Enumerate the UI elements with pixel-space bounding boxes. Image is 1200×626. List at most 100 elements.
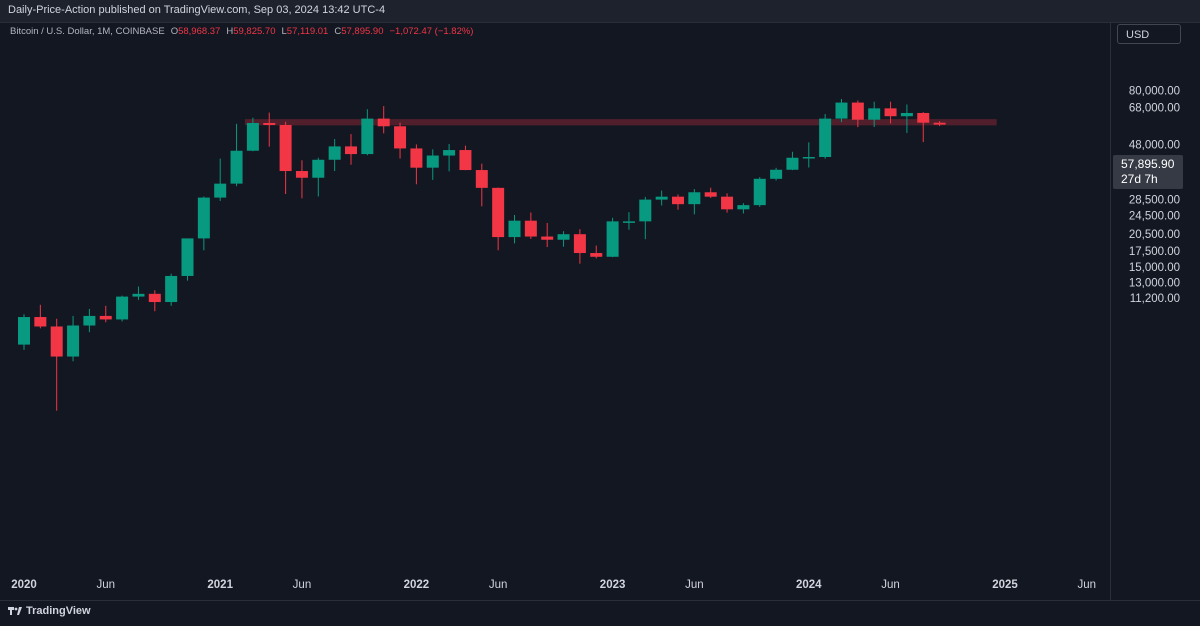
low-value: 57,119.01 bbox=[286, 26, 329, 37]
candle-2023-03 bbox=[639, 196, 652, 240]
candle-2020-06 bbox=[99, 305, 112, 323]
candle-body bbox=[197, 197, 210, 239]
candle-2020-07 bbox=[116, 295, 129, 322]
candle-2023-06 bbox=[688, 189, 701, 215]
candle-body bbox=[541, 236, 554, 240]
candle-2020-11 bbox=[181, 238, 194, 281]
candle-body bbox=[410, 148, 423, 168]
candle-2022-02 bbox=[426, 149, 439, 180]
candle-body bbox=[835, 102, 848, 119]
candle-2023-10 bbox=[753, 177, 766, 207]
candle-body bbox=[606, 221, 619, 257]
bar-countdown: 27d 7h bbox=[1121, 172, 1158, 186]
candle-body bbox=[50, 326, 63, 357]
candle-body bbox=[622, 221, 635, 223]
candle-2022-05 bbox=[475, 163, 488, 207]
candle-body bbox=[18, 317, 30, 345]
candle-2024-08 bbox=[917, 112, 930, 143]
last-price-value: 57,895.90 bbox=[1121, 157, 1175, 171]
x-tick-label: Jun bbox=[293, 579, 312, 591]
candle-body bbox=[132, 293, 145, 297]
candle-body bbox=[819, 118, 832, 158]
candle-body bbox=[279, 124, 292, 172]
candle-2022-06 bbox=[492, 187, 505, 251]
candle-body bbox=[116, 296, 129, 320]
candle-2022-08 bbox=[524, 212, 537, 239]
tradingview-logo[interactable]: TradingView bbox=[8, 605, 91, 617]
candle-body bbox=[786, 157, 799, 170]
candle-body bbox=[737, 205, 750, 210]
candle-2022-03 bbox=[443, 143, 456, 172]
candle-2022-12 bbox=[590, 245, 603, 259]
candle-2021-10 bbox=[361, 109, 374, 156]
candle-2020-10 bbox=[165, 273, 178, 306]
candle-2021-11 bbox=[377, 106, 390, 134]
candle-body bbox=[295, 171, 308, 178]
y-tick-label: 68,000.00 bbox=[1129, 103, 1180, 115]
x-tick-label: 2025 bbox=[992, 579, 1018, 591]
candle-body bbox=[345, 146, 357, 155]
candle-2022-10 bbox=[557, 231, 570, 247]
candle-2024-03 bbox=[835, 99, 848, 123]
currency-button[interactable]: USD bbox=[1117, 24, 1181, 44]
candle-body bbox=[361, 118, 374, 155]
candle-body bbox=[246, 122, 259, 151]
candle-body bbox=[475, 170, 488, 188]
open-label: O bbox=[170, 26, 179, 37]
price-axis-divider bbox=[1110, 22, 1111, 625]
candle-body bbox=[443, 150, 456, 156]
candle-body bbox=[312, 159, 325, 178]
y-tick-label: 48,000.00 bbox=[1129, 139, 1180, 151]
candle-body bbox=[884, 108, 897, 117]
candle-2024-07 bbox=[900, 104, 913, 133]
candle-2023-05 bbox=[672, 194, 684, 210]
y-tick-label: 13,000.00 bbox=[1129, 277, 1180, 289]
candle-body bbox=[67, 325, 80, 357]
candle-body bbox=[802, 157, 815, 159]
candle-2021-08 bbox=[328, 139, 341, 172]
candle-2023-07 bbox=[704, 187, 717, 198]
candle-2024-05 bbox=[868, 101, 881, 128]
y-tick-label: 11,200.00 bbox=[1130, 293, 1180, 305]
candle-2022-11 bbox=[573, 229, 586, 264]
candle-body bbox=[214, 183, 227, 198]
candle-2021-01 bbox=[214, 158, 227, 201]
candle-body bbox=[655, 196, 668, 200]
candle-body bbox=[672, 196, 684, 205]
y-tick-label: 24,500.00 bbox=[1129, 210, 1180, 222]
candle-2023-12 bbox=[786, 151, 799, 171]
candle-2022-04 bbox=[459, 145, 472, 171]
x-tick-label: Jun bbox=[685, 579, 704, 591]
resistance-zone[interactable] bbox=[244, 119, 997, 126]
candle-body bbox=[590, 253, 603, 257]
footer bbox=[0, 600, 1200, 626]
candle-2022-01 bbox=[410, 144, 423, 185]
last-price-tag: 57,895.90 27d 7h bbox=[1113, 155, 1183, 189]
candle-body bbox=[770, 169, 783, 179]
candle-2021-09 bbox=[345, 134, 357, 165]
candle-body bbox=[508, 220, 521, 238]
symbol-name[interactable]: Bitcoin / U.S. Dollar, 1M, COINBASE bbox=[10, 26, 165, 37]
top-bar: Daily-Price-Action published on TradingV… bbox=[0, 0, 1200, 23]
candle-2021-04 bbox=[263, 112, 276, 147]
x-tick-label: 2022 bbox=[404, 579, 430, 591]
y-tick-label: 80,000.00 bbox=[1129, 86, 1180, 98]
candle-2023-08 bbox=[721, 193, 734, 213]
candle-body bbox=[165, 275, 178, 303]
candle-2024-04 bbox=[851, 100, 864, 128]
close-value: 57,895.90 bbox=[341, 26, 384, 37]
candle-2020-04 bbox=[67, 315, 80, 362]
y-tick-label: 17,500.00 bbox=[1129, 246, 1180, 258]
candle-2021-05 bbox=[279, 121, 292, 195]
x-tick-label: Jun bbox=[489, 579, 508, 591]
y-tick-label: 15,000.00 bbox=[1129, 262, 1180, 274]
candlestick-chart[interactable]: 80,000.0068,000.0048,000.0040,500.0034,5… bbox=[0, 0, 1200, 600]
candle-2020-09 bbox=[148, 290, 161, 312]
candle-body bbox=[230, 150, 243, 184]
tradingview-brand: TradingView bbox=[26, 605, 91, 617]
candle-body bbox=[688, 192, 701, 205]
candle-2020-03 bbox=[50, 318, 63, 411]
open-value: 58,968.37 bbox=[178, 26, 221, 37]
candle-body bbox=[263, 122, 276, 125]
candle-body bbox=[639, 199, 652, 222]
